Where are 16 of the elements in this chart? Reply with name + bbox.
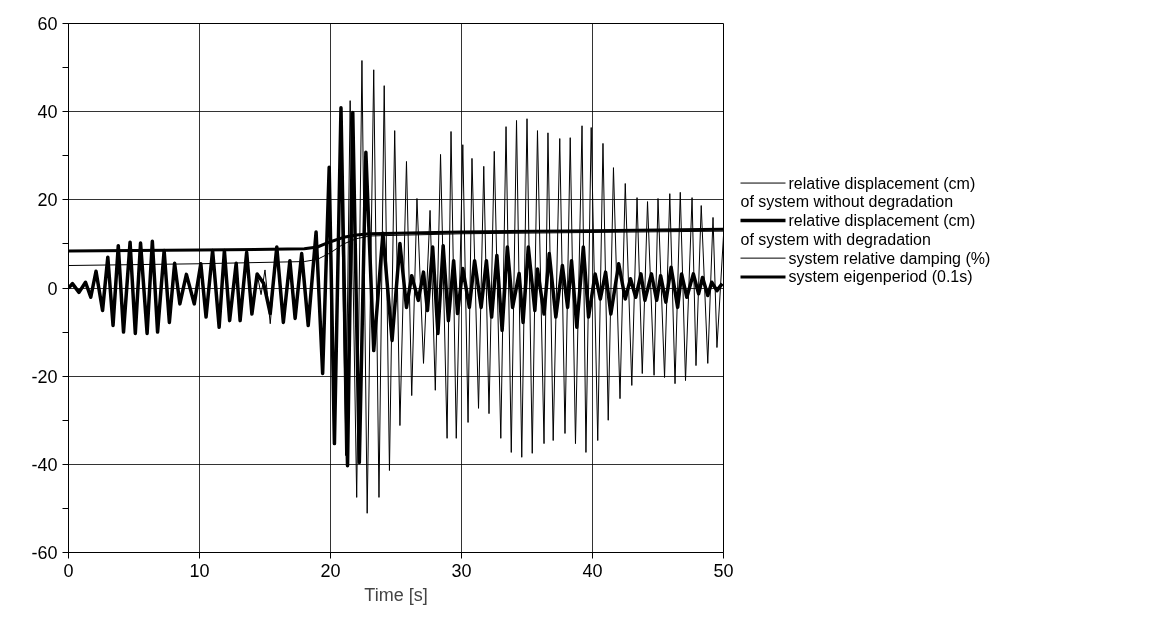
y-tick-label: 40 <box>37 102 58 123</box>
y-tick-label: 60 <box>37 14 58 34</box>
x-tick-label: 20 <box>320 560 341 581</box>
y-tick-label: 0 <box>47 278 58 299</box>
legend-label: system relative damping (%) <box>788 249 991 267</box>
x-tick-label: 0 <box>63 560 74 581</box>
x-tick-label: 30 <box>451 560 472 581</box>
y-tick-label: -40 <box>31 454 58 475</box>
x-tick-label: 50 <box>713 560 734 581</box>
x-axis-title: Time [s] <box>364 584 428 605</box>
legend-label: system eigenperiod (0.1s) <box>788 268 973 286</box>
y-tick-label: -20 <box>31 366 58 387</box>
y-tick-label: -60 <box>31 543 58 563</box>
y-tick-label: 20 <box>37 190 58 211</box>
x-tick-label: 10 <box>189 560 210 581</box>
x-tick-label: 40 <box>582 560 603 581</box>
